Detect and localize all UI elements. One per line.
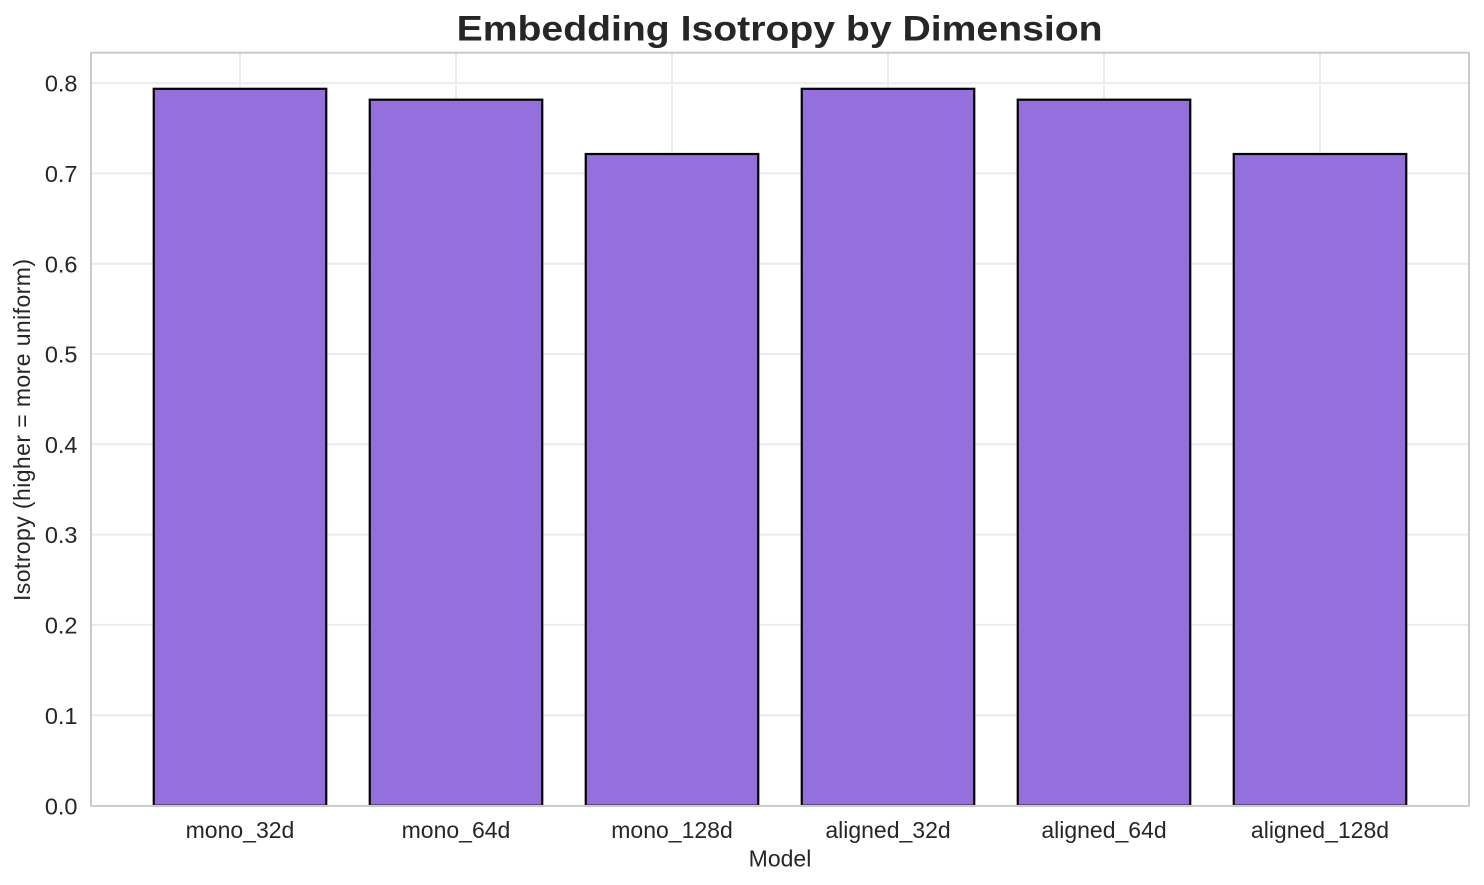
svg-text:aligned_64d: aligned_64d (1041, 817, 1166, 843)
svg-text:aligned_128d: aligned_128d (1251, 817, 1389, 843)
svg-text:0.2: 0.2 (45, 613, 78, 639)
svg-text:0.7: 0.7 (45, 161, 78, 187)
svg-text:0.6: 0.6 (45, 251, 78, 277)
svg-text:mono_128d: mono_128d (611, 817, 733, 843)
svg-text:mono_32d: mono_32d (186, 817, 295, 843)
svg-text:Isotropy (higher = more unifor: Isotropy (higher = more uniform) (9, 259, 35, 601)
svg-text:Model: Model (749, 846, 812, 872)
svg-text:0.4: 0.4 (45, 432, 78, 458)
svg-text:0.0: 0.0 (45, 793, 78, 819)
svg-text:Embedding Isotropy by Dimensio: Embedding Isotropy by Dimension (457, 10, 1103, 49)
svg-text:0.5: 0.5 (45, 342, 78, 368)
svg-text:0.1: 0.1 (45, 703, 78, 729)
svg-text:0.3: 0.3 (45, 522, 78, 548)
svg-text:mono_64d: mono_64d (402, 817, 511, 843)
svg-text:aligned_32d: aligned_32d (825, 817, 950, 843)
svg-text:0.8: 0.8 (45, 71, 78, 97)
